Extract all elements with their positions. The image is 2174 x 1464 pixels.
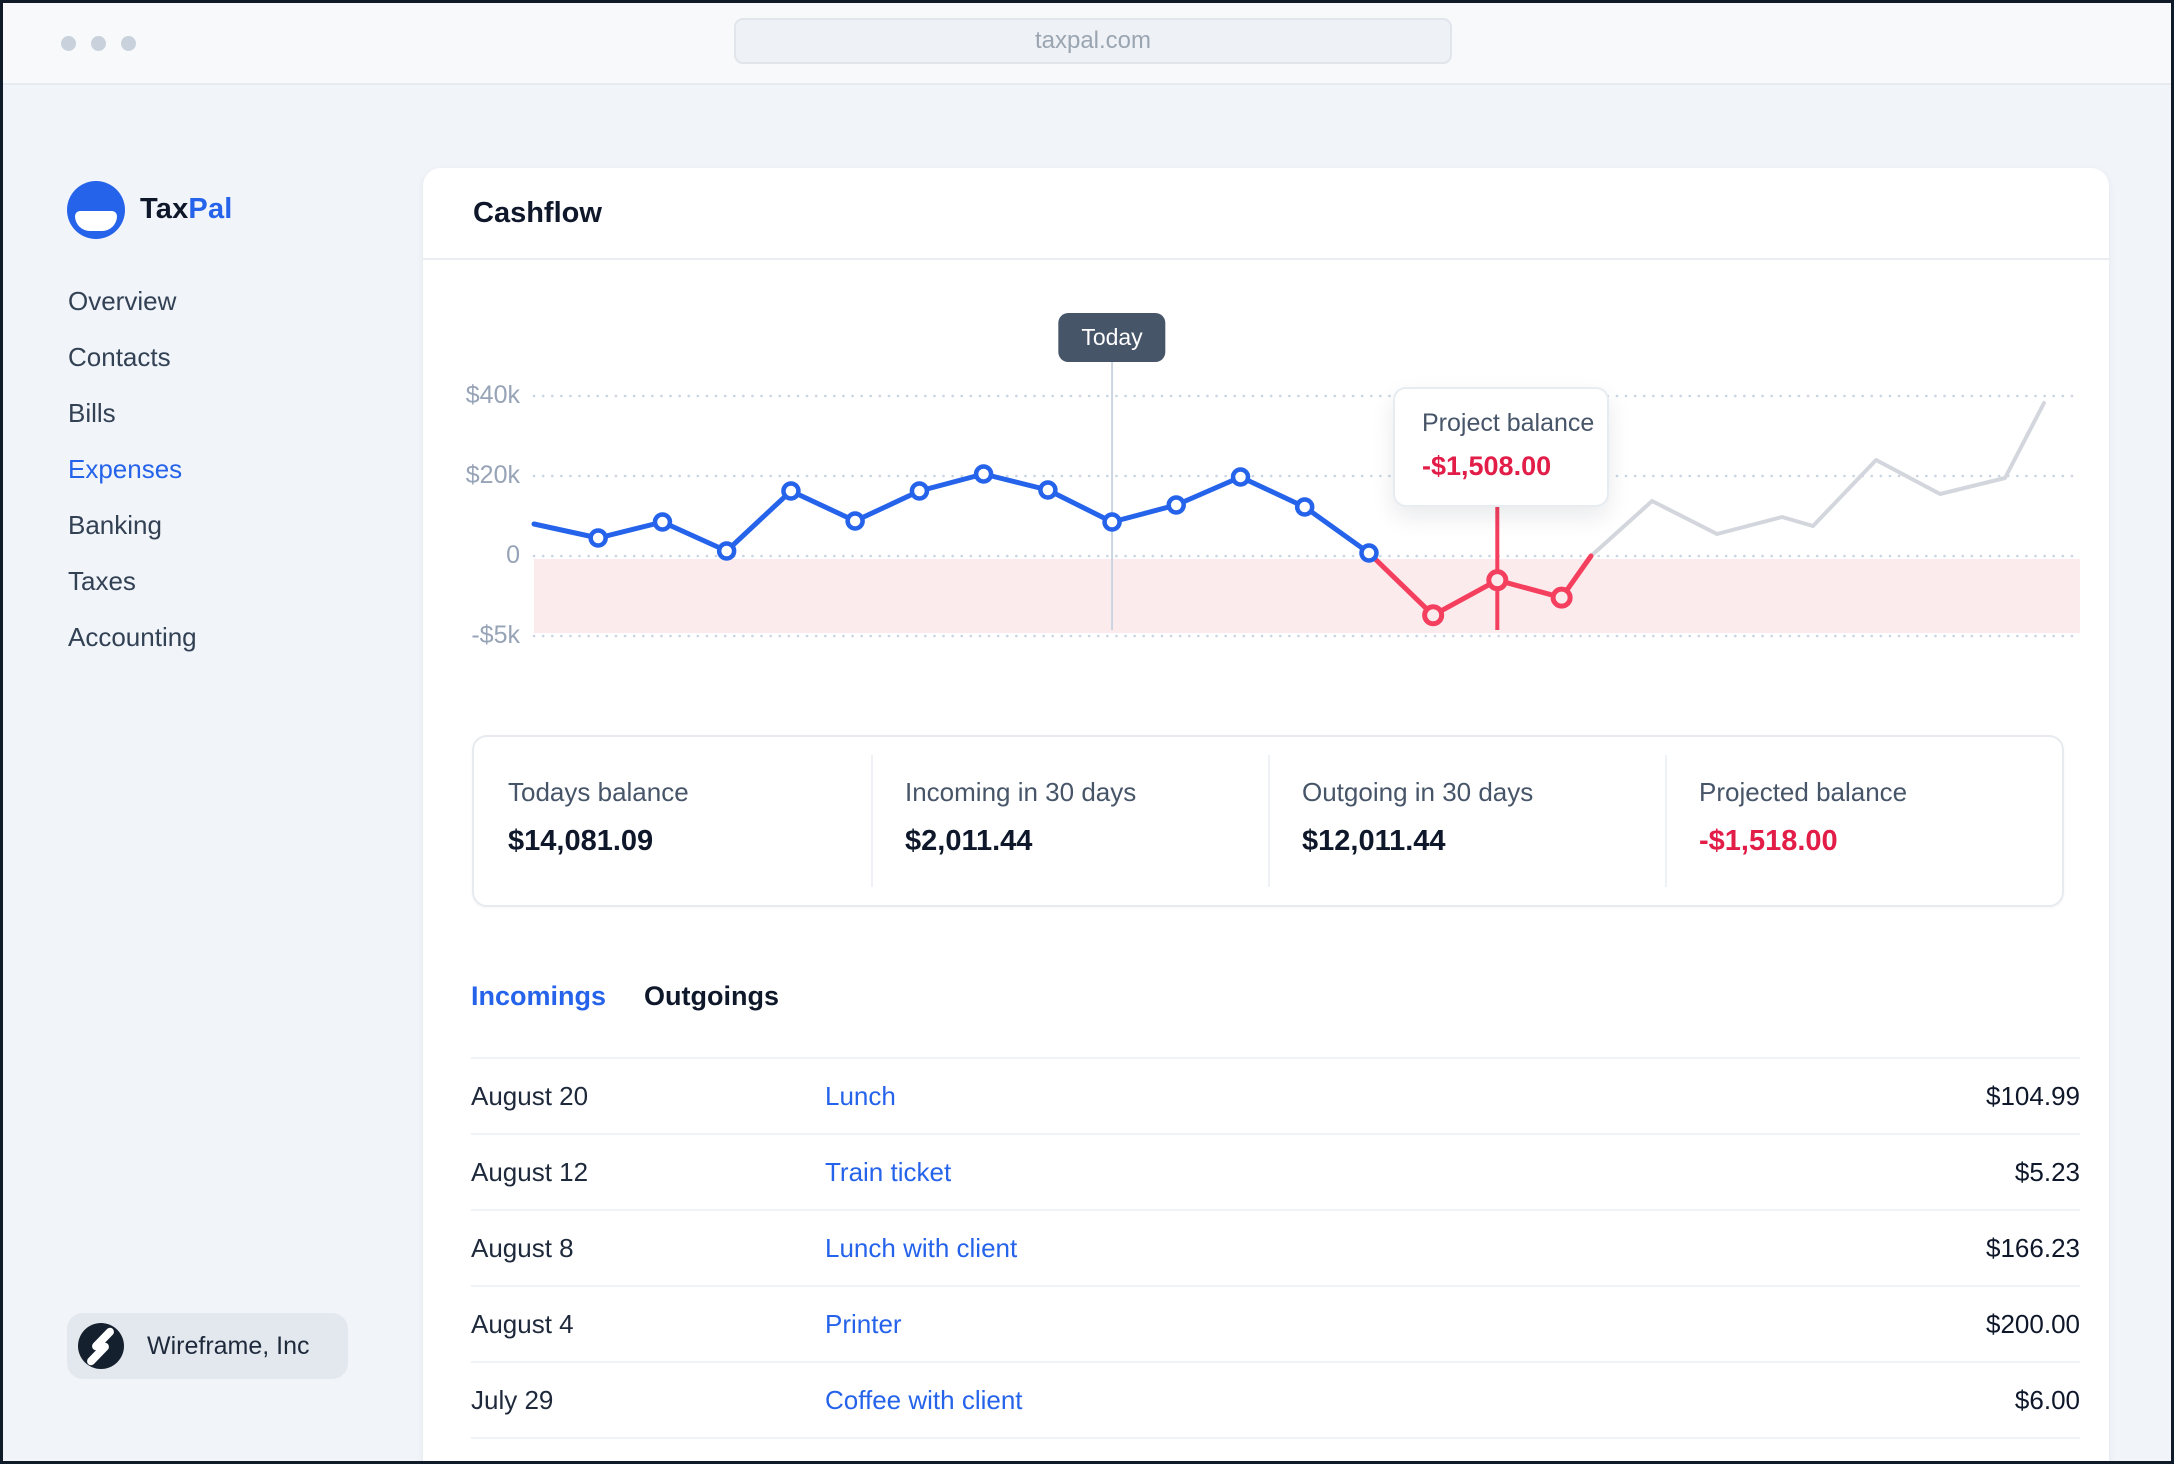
project-balance-tooltip-value: -$1,508.00 — [1422, 451, 1552, 481]
sidebar-item-accounting[interactable]: Accounting — [68, 621, 197, 652]
stat-label: Incoming in 30 days — [905, 777, 1137, 807]
stat-outgoing-in-30-days: Outgoing in 30 days $12,011.44 — [1268, 737, 1665, 905]
card-title: Cashflow — [423, 168, 2109, 260]
sidebar-item-bills[interactable]: Bills — [68, 397, 116, 428]
transaction-link[interactable]: Lunch with client — [825, 1232, 1018, 1263]
transaction-link[interactable]: Travel — [825, 1461, 1986, 1462]
transactions-table: August 20 Lunch $104.99 August 12 Train tick… — [471, 1057, 2080, 1462]
transaction-tabs: Incomings Outgoings — [471, 981, 779, 1012]
window-controls — [61, 36, 136, 51]
browser-bar: taxpal.com — [3, 3, 2171, 85]
transaction-amount: $166.23 — [1986, 1232, 2080, 1263]
sidebar-item-contacts[interactable]: Contacts — [68, 341, 171, 372]
transaction-date: July 22 — [471, 1461, 825, 1462]
workspace-avatar — [78, 1323, 124, 1369]
project-balance-tooltip: Project balance -$1,508.00 — [1393, 387, 1609, 507]
tab-outgoings[interactable]: Outgoings — [644, 981, 779, 1011]
sidebar-item-overview[interactable]: Overview — [68, 285, 177, 316]
sidebar-item-expenses[interactable]: Expenses — [68, 453, 183, 484]
stat-label: Projected balance — [1699, 777, 1908, 807]
project-balance-tooltip-title: Project balance — [1422, 409, 1595, 437]
transaction-link[interactable]: Lunch — [825, 1080, 896, 1111]
table-row[interactable]: July 29 Coffee with client $6.00 — [471, 1361, 2080, 1437]
stat-label: Todays balance — [508, 777, 689, 807]
stat-value: -$1,518.00 — [1699, 825, 1838, 857]
sidebar-item-banking[interactable]: Banking — [68, 509, 162, 540]
cashflow-chart[interactable] — [443, 303, 2109, 663]
transaction-date: August 8 — [471, 1232, 574, 1263]
table-row[interactable]: August 20 Lunch $104.99 — [471, 1057, 2080, 1133]
transaction-date: August 20 — [471, 1080, 589, 1111]
y-axis-tick: -$5k — [471, 621, 520, 649]
stat-incoming-in-30-days: Incoming in 30 days $2,011.44 — [871, 737, 1268, 905]
stat-todays-balance: Todays balance $14,081.09 — [474, 737, 871, 905]
transaction-amount: $104.99 — [1986, 1080, 2080, 1111]
stat-value: $2,011.44 — [905, 825, 1033, 857]
table-row[interactable]: August 12 Train ticket $5.23 — [471, 1133, 2080, 1209]
transaction-link[interactable]: Printer — [825, 1308, 902, 1339]
sidebar-item-taxes[interactable]: Taxes — [68, 565, 136, 596]
transaction-amount: $200.00 — [1986, 1308, 2080, 1339]
transaction-link[interactable]: Coffee with client — [825, 1384, 1023, 1415]
y-axis-tick: 0 — [506, 541, 520, 569]
stat-label: Outgoing in 30 days — [1302, 777, 1534, 807]
transaction-link[interactable]: Train ticket — [825, 1156, 952, 1187]
today-marker-tooltip: Today — [1058, 313, 1166, 362]
taxpal-logo-icon — [67, 181, 125, 239]
stat-value: $12,011.44 — [1302, 825, 1446, 857]
window-dot-icon[interactable] — [61, 36, 76, 51]
brand-name: TaxPal — [140, 193, 233, 225]
transaction-date: August 4 — [471, 1308, 574, 1339]
table-row[interactable]: August 4 Printer $200.00 — [471, 1285, 2080, 1361]
sidebar-nav: Overview Contacts Bills Expenses Banking Taxe… — [68, 273, 197, 665]
y-axis-tick: $20k — [465, 461, 520, 489]
table-row[interactable]: July 22Travel$105.63 — [471, 1437, 2080, 1462]
tab-incomings[interactable]: Incomings — [471, 981, 607, 1011]
stats-row: Todays balance $14,081.09 Incoming in 30 d… — [472, 735, 2064, 907]
workspace-switcher[interactable]: Wireframe, Inc — [67, 1313, 348, 1379]
stat-projected-balance: Projected balance -$1,518.00 — [1665, 737, 2062, 905]
table-row[interactable]: August 8 Lunch with client $166.23 — [471, 1209, 2080, 1285]
transaction-date: July 29 — [471, 1384, 554, 1415]
stat-value: $14,081.09 — [508, 825, 654, 857]
transaction-amount: $5.23 — [2014, 1156, 2080, 1187]
transaction-date: August 12 — [471, 1156, 589, 1187]
url-bar[interactable]: taxpal.com — [734, 18, 1452, 64]
transaction-amount: $6.00 — [2014, 1384, 2080, 1415]
workspace-name: Wireframe, Inc — [147, 1331, 310, 1360]
y-axis-tick: $40k — [465, 381, 520, 409]
window-dot-icon[interactable] — [121, 36, 136, 51]
transaction-amount: $105.63 — [1986, 1461, 2080, 1462]
window-dot-icon[interactable] — [91, 36, 106, 51]
